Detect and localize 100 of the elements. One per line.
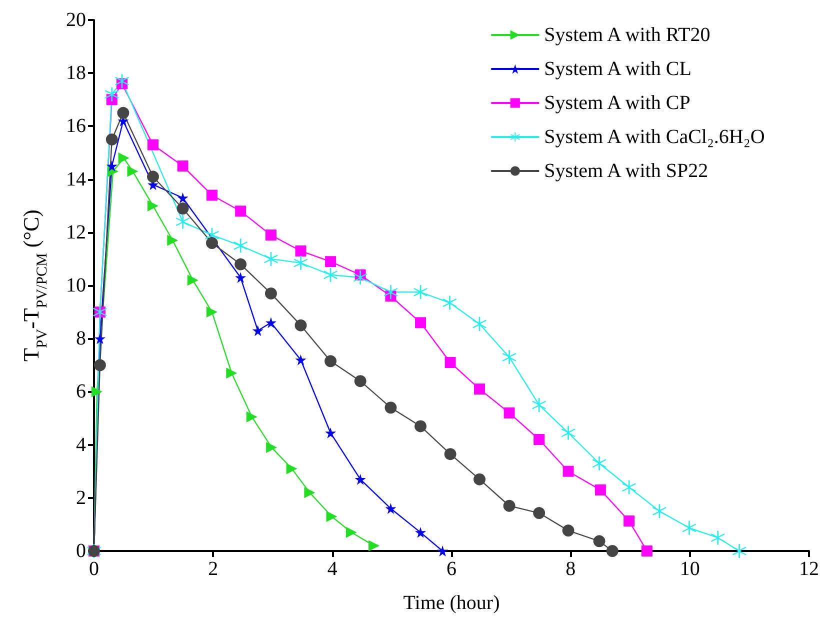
y-tick-label: 2 <box>76 486 86 509</box>
legend-label: System A with CL <box>544 58 692 80</box>
point <box>414 285 428 300</box>
point <box>127 166 138 177</box>
point <box>252 325 264 336</box>
point <box>304 487 316 498</box>
point <box>176 202 189 214</box>
y-tick-label: 20 <box>66 9 86 31</box>
y-tick-label: 0 <box>76 540 86 562</box>
legend-label: System A with SP22 <box>544 160 708 182</box>
point <box>118 152 130 164</box>
point <box>324 355 337 368</box>
point <box>682 520 696 535</box>
y-axis-title: TPV-TPV/PCM (°C) <box>18 209 50 362</box>
y-tick-label: 18 <box>66 62 86 84</box>
point <box>177 160 188 172</box>
point <box>147 139 158 150</box>
point <box>176 214 190 229</box>
point <box>532 398 546 412</box>
y-tick-label: 14 <box>66 168 86 190</box>
point <box>106 160 118 172</box>
point <box>246 411 258 422</box>
point <box>562 466 574 477</box>
point <box>474 384 486 395</box>
point <box>187 274 198 286</box>
point <box>206 306 218 318</box>
point <box>325 427 336 438</box>
point <box>235 272 246 284</box>
point <box>294 256 308 270</box>
y-tick-label: 10 <box>66 274 86 296</box>
point <box>265 230 276 241</box>
y-tick-label: 16 <box>66 115 86 138</box>
point <box>504 407 515 418</box>
point <box>384 285 398 300</box>
point <box>326 510 338 522</box>
point <box>562 524 574 537</box>
x-axis-title: Time (hour) <box>403 592 500 614</box>
x-tick-label: 10 <box>680 558 700 580</box>
x-tick-label: 4 <box>327 558 338 580</box>
point <box>106 133 118 146</box>
point <box>442 296 457 310</box>
point <box>286 463 298 474</box>
point <box>710 530 725 545</box>
point <box>94 333 106 344</box>
point <box>226 368 238 379</box>
point <box>264 252 278 266</box>
point <box>444 356 456 368</box>
point <box>206 237 218 250</box>
point <box>474 473 486 486</box>
y-tick-label: 12 <box>66 221 86 244</box>
point <box>502 350 516 364</box>
point <box>325 256 336 268</box>
point <box>606 545 618 557</box>
point <box>503 500 516 512</box>
x-tick-label: 6 <box>446 558 456 580</box>
point <box>354 375 366 388</box>
legend-label: System A with CaCl₂.6H₂O <box>544 126 765 148</box>
point <box>94 359 106 372</box>
y-tick-label: 8 <box>76 328 86 350</box>
point <box>592 456 606 470</box>
point <box>167 234 178 246</box>
point <box>264 287 277 300</box>
point <box>594 484 606 496</box>
point <box>346 526 357 538</box>
point <box>732 544 746 558</box>
point <box>104 87 119 102</box>
point <box>115 74 130 88</box>
point <box>641 546 652 556</box>
point <box>265 317 276 328</box>
x-tick-label: 12 <box>799 558 819 580</box>
point <box>294 319 307 332</box>
point <box>147 200 158 212</box>
point <box>324 268 338 282</box>
point <box>147 170 159 183</box>
point <box>561 426 576 440</box>
point <box>385 503 396 514</box>
legend-label: System A with CP <box>544 92 690 114</box>
point <box>177 192 188 204</box>
point <box>415 526 426 538</box>
x-tick-label: 8 <box>566 558 576 580</box>
point <box>652 504 666 518</box>
point <box>437 546 448 556</box>
point <box>384 402 397 414</box>
point <box>593 535 606 548</box>
point <box>472 316 487 331</box>
point <box>295 354 306 366</box>
point <box>533 507 546 520</box>
point <box>295 245 306 256</box>
point <box>444 448 456 460</box>
point <box>534 434 545 445</box>
point <box>354 474 366 485</box>
point <box>622 480 636 494</box>
point <box>117 106 130 119</box>
point <box>415 317 426 328</box>
point <box>353 270 368 285</box>
point <box>234 258 247 270</box>
y-tick-label: 4 <box>76 434 86 456</box>
point <box>91 386 102 398</box>
y-tick-label: 6 <box>76 380 86 403</box>
point <box>266 442 278 453</box>
